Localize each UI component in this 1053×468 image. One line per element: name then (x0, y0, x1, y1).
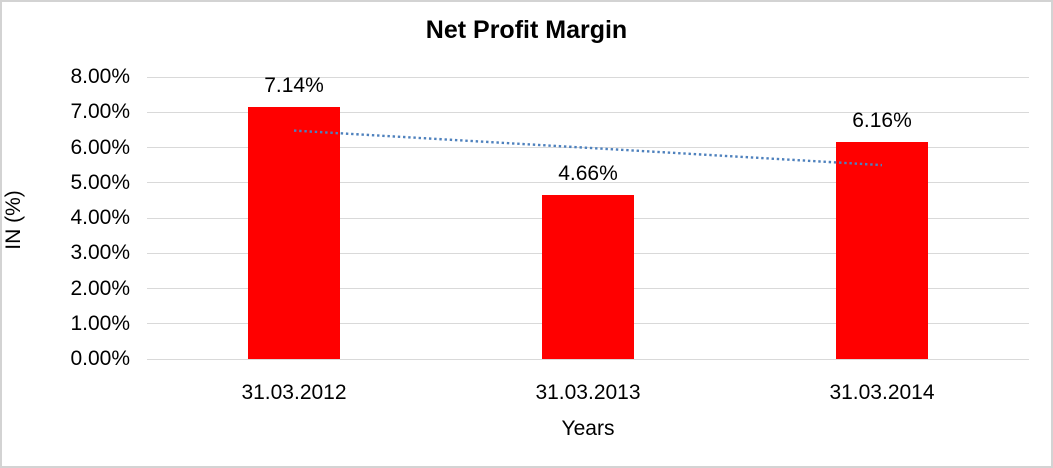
x-tick-label-31.03.2014: 31.03.2014 (829, 381, 935, 404)
chart-title[interactable]: Net Profit Margin (425, 16, 628, 44)
y-tick-label: 6.00% (70, 135, 130, 159)
gridline-0.00% (147, 358, 1029, 360)
data-label-31.03.2014: 6.16% (852, 108, 912, 132)
x-tick-label-31.03.2013: 31.03.2013 (535, 381, 641, 404)
x-tick-label-31.03.2012: 31.03.2012 (241, 381, 347, 404)
y-tick-label: 7.00% (70, 100, 130, 124)
data-label-31.03.2013: 4.66% (558, 161, 618, 185)
y-tick-label: 8.00% (70, 65, 130, 88)
x-axis-title: Years (561, 417, 615, 440)
data-label-31.03.2012: 7.14% (264, 74, 324, 98)
gridline-7.00% (147, 111, 1029, 113)
bar-31.03.2012[interactable] (248, 107, 340, 359)
y-tick-label: 5.00% (70, 170, 130, 194)
plot-area (147, 76, 1029, 360)
bar-31.03.2013[interactable] (542, 194, 634, 359)
gridline-8.00% (147, 76, 1029, 78)
bar-31.03.2014[interactable] (836, 141, 928, 359)
y-tick-label: 3.00% (70, 241, 130, 265)
y-tick-label: 2.00% (70, 276, 130, 300)
y-tick-label: 0.00% (70, 347, 130, 370)
y-tick-label: 4.00% (70, 206, 130, 229)
y-tick-label: 1.00% (70, 311, 130, 335)
gridline-5.00% (147, 182, 1029, 184)
